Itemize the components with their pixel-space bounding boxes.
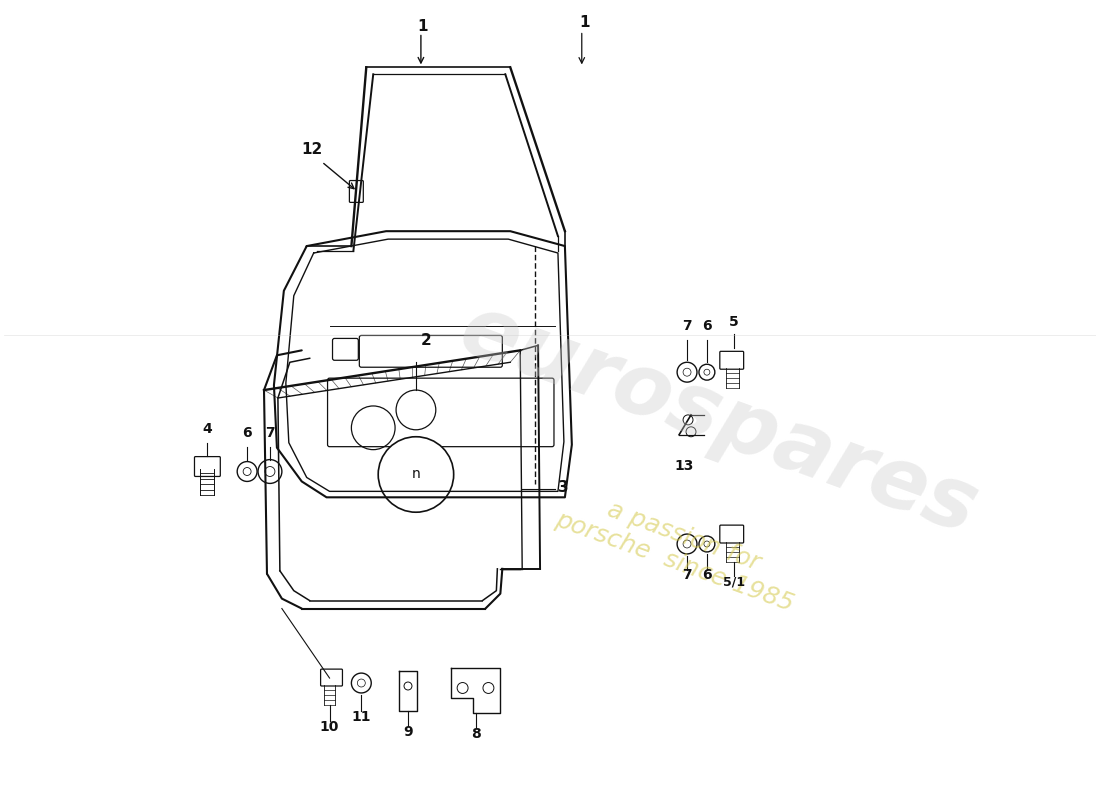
Text: 7: 7 xyxy=(682,319,692,334)
Circle shape xyxy=(483,682,494,694)
Circle shape xyxy=(396,390,436,430)
Circle shape xyxy=(704,370,710,375)
Text: eurospares: eurospares xyxy=(449,288,989,552)
Circle shape xyxy=(265,466,275,477)
Circle shape xyxy=(683,540,691,548)
FancyBboxPatch shape xyxy=(320,669,342,686)
Text: 7: 7 xyxy=(682,568,692,582)
Text: 6: 6 xyxy=(702,568,712,582)
Circle shape xyxy=(243,467,251,475)
Circle shape xyxy=(678,362,697,382)
Circle shape xyxy=(683,368,691,376)
Circle shape xyxy=(404,682,412,690)
Text: 5: 5 xyxy=(729,314,738,329)
Text: a passion for
porsche  since 1985: a passion for porsche since 1985 xyxy=(552,482,806,616)
Text: 5/1: 5/1 xyxy=(723,576,745,589)
Text: 2: 2 xyxy=(421,334,431,348)
Text: 8: 8 xyxy=(471,726,481,741)
Circle shape xyxy=(686,427,696,437)
Text: 10: 10 xyxy=(320,720,339,734)
FancyBboxPatch shape xyxy=(350,181,363,202)
Text: 6: 6 xyxy=(242,426,252,440)
Text: 4: 4 xyxy=(202,422,212,436)
Text: 13: 13 xyxy=(674,458,694,473)
Text: 1: 1 xyxy=(418,18,428,34)
Circle shape xyxy=(358,679,365,687)
FancyBboxPatch shape xyxy=(719,525,744,543)
Circle shape xyxy=(678,534,697,554)
Text: 11: 11 xyxy=(352,710,371,724)
FancyBboxPatch shape xyxy=(719,351,744,370)
Circle shape xyxy=(238,462,257,482)
Circle shape xyxy=(698,536,715,552)
Circle shape xyxy=(258,459,282,483)
Circle shape xyxy=(698,364,715,380)
Text: 7: 7 xyxy=(265,426,275,440)
Text: 12: 12 xyxy=(301,142,322,157)
Circle shape xyxy=(683,415,693,425)
Text: n: n xyxy=(411,467,420,482)
Text: 3: 3 xyxy=(558,480,569,495)
Circle shape xyxy=(458,682,469,694)
Circle shape xyxy=(378,437,453,512)
Circle shape xyxy=(351,673,371,693)
FancyBboxPatch shape xyxy=(195,457,220,477)
Text: 6: 6 xyxy=(702,319,712,334)
Text: 1: 1 xyxy=(580,14,590,30)
Text: 9: 9 xyxy=(404,725,412,738)
Circle shape xyxy=(704,541,710,547)
